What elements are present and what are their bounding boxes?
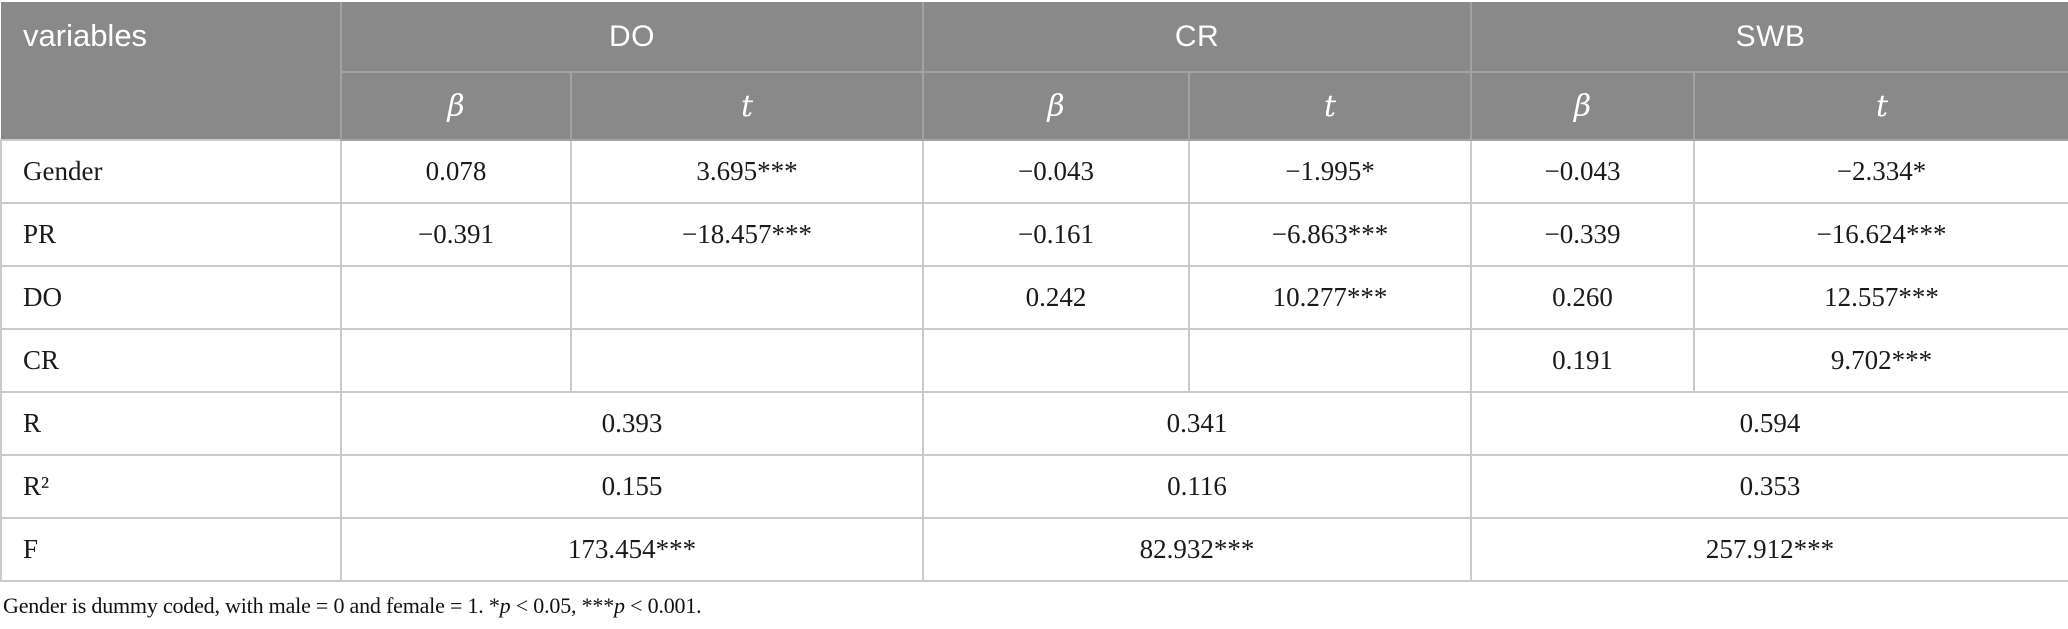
data-cell: −1.995* (1188, 139, 1472, 204)
t-header-swb: t (1693, 71, 2068, 141)
data-cell: −0.339 (1470, 202, 1695, 267)
table-body: Gender 0.078 3.695*** −0.043 −1.995* −0.… (0, 139, 2068, 582)
data-cell-empty (1188, 328, 1472, 393)
row-label: F (0, 517, 342, 582)
beta-header-swb: β (1470, 71, 1695, 141)
data-cell-empty (570, 328, 924, 393)
merged-cell: 0.341 (922, 391, 1472, 456)
table-row-cr: CR 0.191 9.702*** (0, 328, 2068, 393)
group-header-cr: CR (922, 2, 1472, 73)
table-row-do: DO 0.242 10.277*** 0.260 12.557*** (0, 265, 2068, 330)
table-row-r2: R² 0.155 0.116 0.353 (0, 454, 2068, 519)
row-label: Gender (0, 139, 342, 204)
table-row-f: F 173.454*** 82.932*** 257.912*** (0, 517, 2068, 582)
merged-cell: 0.594 (1470, 391, 2068, 456)
merged-cell: 0.353 (1470, 454, 2068, 519)
data-cell: −18.457*** (570, 202, 924, 267)
merged-cell: 82.932*** (922, 517, 1472, 582)
beta-header-do: β (340, 71, 572, 141)
footnote-text: < 0.001. (624, 593, 702, 618)
row-label: CR (0, 328, 342, 393)
data-cell: −0.391 (340, 202, 572, 267)
regression-table: variables DO CR SWB β t β t β t Gender 0… (0, 2, 2068, 582)
data-cell-empty (922, 328, 1190, 393)
data-cell: 0.242 (922, 265, 1190, 330)
data-cell: 10.277*** (1188, 265, 1472, 330)
merged-cell: 0.116 (922, 454, 1472, 519)
variables-header: variables (1, 2, 342, 140)
footnote-text: Gender is dummy coded, with male = 0 and… (3, 593, 500, 618)
data-cell: 0.078 (340, 139, 572, 204)
header-group-row: variables DO CR SWB (1, 2, 2068, 140)
table-row-pr: PR −0.391 −18.457*** −0.161 −6.863*** −0… (0, 202, 2068, 267)
row-label: PR (0, 202, 342, 267)
table-row-gender: Gender 0.078 3.695*** −0.043 −1.995* −0.… (0, 139, 2068, 204)
merged-cell: 0.155 (340, 454, 924, 519)
data-cell: −0.043 (1470, 139, 1695, 204)
row-label: R (0, 391, 342, 456)
data-cell: −0.043 (922, 139, 1190, 204)
table-footnote: Gender is dummy coded, with male = 0 and… (0, 582, 2068, 619)
data-cell-empty (340, 328, 572, 393)
table-row-r: R 0.393 0.341 0.594 (0, 391, 2068, 456)
data-cell: −16.624*** (1693, 202, 2068, 267)
header-sub-row: β t β t β t (1, 71, 2068, 141)
table-header: variables DO CR SWB β t β t β t (1, 2, 2068, 141)
t-header-cr: t (1188, 71, 1472, 141)
t-header-do: t (570, 71, 924, 141)
data-cell: 3.695*** (570, 139, 924, 204)
data-cell: 0.191 (1470, 328, 1695, 393)
data-cell: 0.260 (1470, 265, 1695, 330)
data-cell: 12.557*** (1693, 265, 2068, 330)
data-cell-empty (340, 265, 572, 330)
group-header-swb: SWB (1470, 2, 2068, 73)
beta-header-cr: β (922, 71, 1190, 141)
data-cell: −6.863*** (1188, 202, 1472, 267)
footnote-text: < 0.05, *** (510, 593, 614, 618)
data-cell: 9.702*** (1693, 328, 2068, 393)
merged-cell: 173.454*** (340, 517, 924, 582)
merged-cell: 0.393 (340, 391, 924, 456)
data-cell: −2.334* (1693, 139, 2068, 204)
row-label: R² (0, 454, 342, 519)
data-cell: −0.161 (922, 202, 1190, 267)
footnote-p-symbol: p (614, 593, 625, 618)
data-cell-empty (570, 265, 924, 330)
footnote-p-symbol: p (499, 593, 511, 618)
merged-cell: 257.912*** (1470, 517, 2068, 582)
row-label: DO (0, 265, 342, 330)
group-header-do: DO (340, 2, 924, 73)
